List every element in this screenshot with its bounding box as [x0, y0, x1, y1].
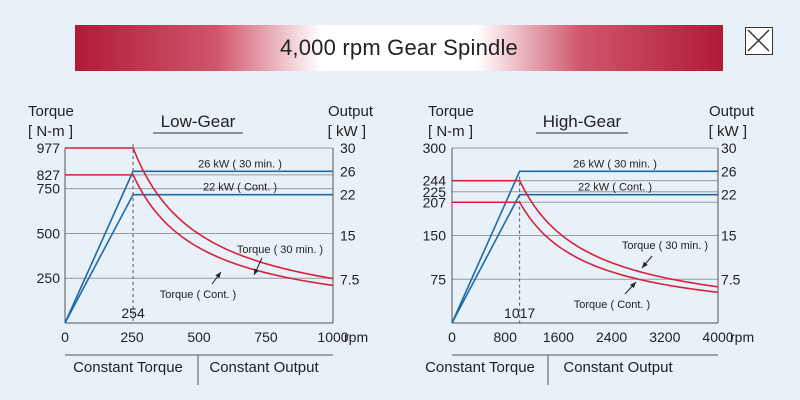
y-left-tick-label: 244: [423, 173, 447, 189]
output-series-line: [451, 193, 718, 324]
output-axis-unit: [ kW ]: [328, 123, 366, 140]
output-series-label: 26 kW ( 30 min. ): [573, 158, 657, 170]
x-tick-label: 250: [120, 329, 144, 345]
chart-title: High-Gear: [543, 112, 622, 131]
page-title: 4,000 rpm Gear Spindle: [280, 35, 518, 60]
x-tick-label: 500: [187, 329, 211, 345]
annotation-arrow-head: [215, 272, 221, 279]
x-tick-label: 0: [61, 329, 69, 345]
x-tick-label: 1600: [543, 329, 574, 345]
output-axis-label: Output: [328, 103, 374, 120]
x-tick-label: 1000: [317, 329, 348, 345]
annotation-arrow-head: [630, 282, 636, 289]
torque-series-line: [452, 179, 719, 288]
y-right-tick-label: 22: [721, 187, 737, 203]
annotation-arrow-head: [642, 261, 648, 268]
region-constant-torque: Constant Torque: [73, 359, 183, 376]
y-right-tick-label: 30: [340, 140, 356, 156]
x-tick-label: 750: [254, 329, 278, 345]
output-series-line: [64, 193, 333, 324]
y-right-tick-label: 22: [340, 187, 356, 203]
base-speed-label: 1017: [504, 305, 535, 321]
torque-axis-label: Torque: [428, 103, 474, 120]
torque-axis-unit: [ N-m ]: [428, 123, 473, 140]
y-right-tick-label: 7.5: [721, 271, 741, 287]
title-banner: 4,000 rpm Gear Spindle: [75, 25, 723, 71]
y-left-tick-label: 827: [37, 167, 61, 183]
output-axis-label: Output: [709, 103, 755, 120]
torque-axis-unit: [ N-m ]: [28, 123, 73, 140]
x-tick-label: 4000: [702, 329, 733, 345]
x-tick-label: 800: [494, 329, 518, 345]
y-right-tick-label: 7.5: [340, 271, 360, 287]
output-series-label: 22 kW ( Cont. ): [578, 182, 652, 194]
y-right-tick-label: 15: [340, 228, 356, 244]
torque-30min-label: Torque ( 30 min. ): [622, 240, 708, 252]
y-right-tick-label: 30: [721, 140, 737, 156]
output-series-label: 26 kW ( 30 min. ): [198, 158, 282, 170]
y-left-tick-label: 75: [430, 271, 446, 287]
y-left-tick-label: 207: [423, 194, 447, 210]
torque-axis-label: Torque: [28, 103, 74, 120]
output-series-label: 22 kW ( Cont. ): [203, 182, 277, 194]
y-right-tick-label: 15: [721, 228, 737, 244]
torque-series-line: [452, 201, 719, 294]
close-button[interactable]: [745, 27, 773, 55]
torque-cont-label: Torque ( Cont. ): [160, 289, 236, 301]
torque-series-line: [65, 174, 334, 287]
region-constant-output: Constant Output: [209, 359, 319, 376]
output-axis-unit: [ kW ]: [709, 123, 747, 140]
output-series-line: [64, 170, 333, 324]
x-tick-label: 2400: [596, 329, 627, 345]
y-left-tick-label: 225: [423, 184, 447, 200]
torque-cont-label: Torque ( Cont. ): [574, 299, 650, 311]
annotation-arrow-head: [254, 268, 259, 275]
x-axis-unit: rpm: [344, 329, 368, 345]
x-tick-label: 3200: [649, 329, 680, 345]
y-left-tick-label: 150: [423, 228, 447, 244]
region-constant-torque: Constant Torque: [425, 359, 535, 376]
torque-30min-label: Torque ( 30 min. ): [237, 244, 323, 256]
y-left-tick-label: 750: [37, 181, 61, 197]
close-x-icon: [747, 29, 770, 52]
y-right-tick-label: 26: [721, 163, 737, 179]
chart-title: Low-Gear: [161, 112, 236, 131]
x-axis-unit: rpm: [730, 329, 754, 345]
y-left-tick-label: 250: [37, 270, 61, 286]
y-left-tick-label: 977: [37, 140, 61, 156]
x-tick-label: 0: [448, 329, 456, 345]
y-left-tick-label: 300: [423, 140, 447, 156]
torque-series-line: [65, 147, 334, 280]
output-series-line: [451, 170, 718, 324]
low-gear-chart: Torque[ N-m ]Output[ kW ]Low-Gear9778277…: [28, 103, 374, 385]
y-right-tick-label: 26: [340, 163, 356, 179]
region-constant-output: Constant Output: [563, 359, 673, 376]
y-left-tick-label: 500: [37, 225, 61, 241]
base-speed-label: 254: [121, 305, 145, 321]
